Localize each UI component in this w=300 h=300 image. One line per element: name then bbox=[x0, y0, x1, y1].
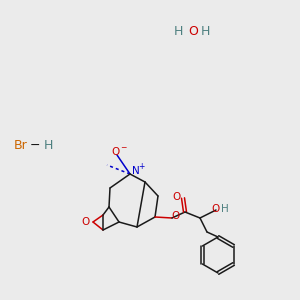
Text: Br: Br bbox=[14, 139, 27, 152]
Text: O: O bbox=[111, 147, 120, 157]
Text: H: H bbox=[174, 25, 183, 38]
Text: O: O bbox=[81, 217, 90, 227]
Text: +: + bbox=[138, 162, 145, 171]
Text: H: H bbox=[201, 25, 210, 38]
Text: −: − bbox=[30, 139, 40, 152]
Text: O: O bbox=[211, 203, 220, 214]
Text: H: H bbox=[221, 203, 229, 214]
Text: O: O bbox=[172, 191, 181, 202]
Text: O: O bbox=[188, 25, 198, 38]
Text: N: N bbox=[131, 166, 139, 176]
Text: −: − bbox=[120, 143, 126, 152]
Text: H: H bbox=[44, 139, 54, 152]
Text: O: O bbox=[171, 211, 179, 220]
